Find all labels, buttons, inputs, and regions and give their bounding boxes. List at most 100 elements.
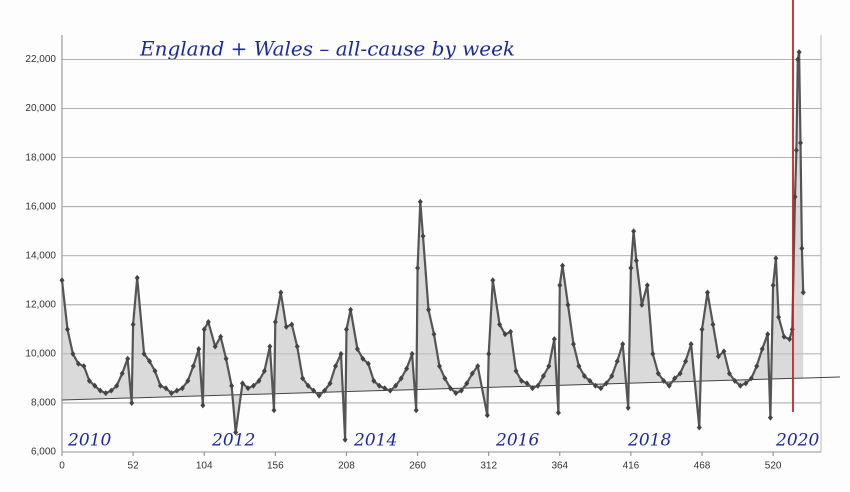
point [185, 377, 191, 384]
point [490, 277, 496, 284]
point [322, 387, 328, 394]
point [147, 358, 153, 365]
point [447, 385, 453, 392]
x-tick-label: 104 [196, 461, 213, 472]
x-tick-label: 364 [551, 461, 568, 472]
point [519, 377, 525, 384]
point [256, 377, 262, 384]
point [229, 382, 235, 389]
point [787, 336, 793, 343]
point [64, 326, 70, 333]
point [631, 228, 637, 235]
x-tick-label: 468 [694, 461, 711, 472]
point [354, 345, 360, 352]
point [628, 265, 634, 272]
point [218, 333, 224, 340]
point [797, 139, 803, 146]
point [387, 387, 393, 394]
point [726, 370, 732, 377]
point [721, 348, 727, 355]
point [557, 282, 563, 289]
chart-title: England + Wales – all-cause by week [139, 37, 515, 61]
point [70, 350, 76, 357]
point [223, 355, 229, 362]
point [737, 382, 743, 389]
point [508, 328, 514, 335]
point [59, 277, 65, 284]
x-tick-label: 52 [128, 461, 140, 472]
point [404, 365, 410, 372]
point [535, 382, 541, 389]
point [333, 363, 339, 370]
y-tick-label: 14,000 [25, 250, 56, 261]
point [795, 56, 801, 63]
year-annotation: 2014 [353, 431, 397, 451]
point [799, 245, 805, 252]
point [715, 353, 721, 360]
point [793, 147, 799, 154]
point [576, 363, 582, 370]
point [179, 385, 185, 392]
point [625, 404, 631, 411]
point [125, 355, 131, 362]
point [163, 385, 169, 392]
point [513, 368, 519, 375]
point [348, 306, 354, 313]
point [529, 385, 535, 392]
point [754, 363, 760, 370]
y-tick-label: 16,000 [25, 201, 56, 212]
x-tick-label: 156 [267, 461, 284, 472]
point [261, 368, 267, 375]
point [464, 380, 470, 387]
point [592, 382, 598, 389]
point [174, 387, 180, 394]
point [699, 326, 705, 333]
x-tick-label: 0 [59, 461, 65, 472]
point [365, 360, 371, 367]
point [250, 382, 256, 389]
point [327, 380, 333, 387]
point [92, 382, 98, 389]
point [776, 314, 782, 321]
point [773, 255, 779, 262]
point [415, 265, 421, 272]
point [119, 370, 125, 377]
y-tick-label: 6,000 [31, 447, 56, 458]
point [283, 323, 289, 330]
point [565, 301, 571, 308]
point [551, 336, 557, 343]
point [342, 436, 348, 443]
point [294, 343, 300, 350]
point [409, 350, 415, 357]
point [502, 331, 508, 338]
point [376, 382, 382, 389]
point [271, 407, 277, 414]
y-tick-label: 10,000 [25, 349, 56, 360]
year-annotation: 2012 [211, 431, 255, 451]
point [272, 318, 278, 325]
x-tick-label: 520 [765, 461, 782, 472]
point [382, 385, 388, 392]
point [417, 198, 423, 205]
point [469, 370, 475, 377]
point [360, 355, 366, 362]
point [540, 372, 546, 379]
point [240, 380, 246, 387]
point [300, 375, 306, 382]
point [168, 390, 174, 397]
point [305, 382, 311, 389]
point [672, 375, 678, 382]
y-tick-label: 8,000 [31, 398, 56, 409]
point [431, 331, 437, 338]
point [781, 333, 787, 340]
point [436, 363, 442, 370]
x-tick-label: 260 [409, 461, 426, 472]
point [696, 424, 702, 431]
point [633, 257, 639, 264]
y-tick-label: 22,000 [25, 54, 56, 65]
point [233, 429, 239, 436]
point [570, 341, 576, 348]
point [704, 289, 710, 296]
